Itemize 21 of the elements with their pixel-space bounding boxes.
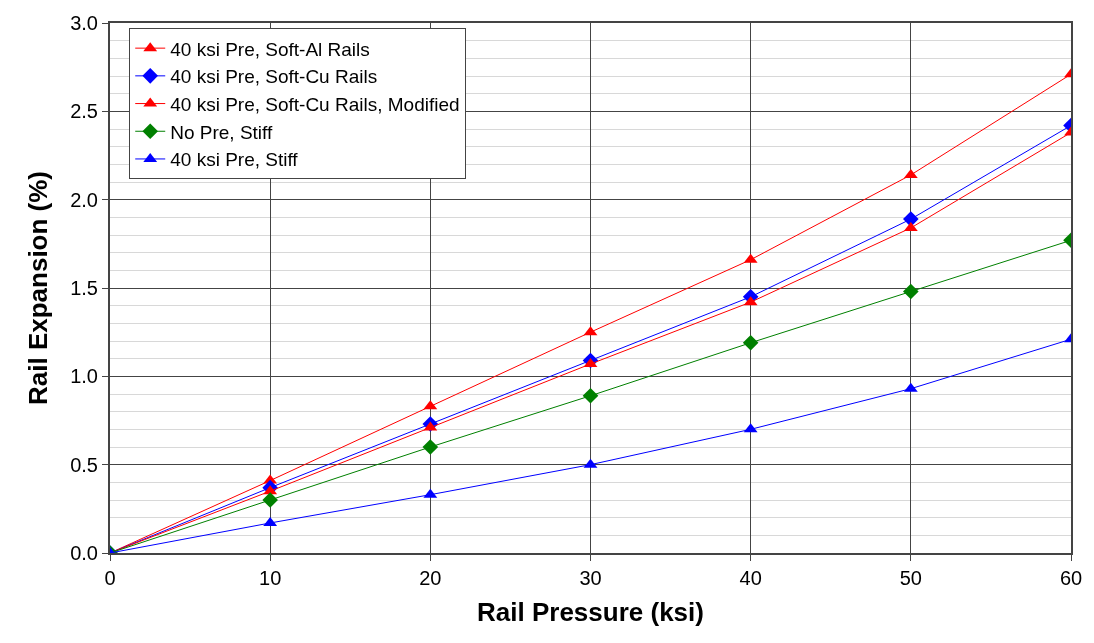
legend-label: 40 ksi Pre, Soft-Al Rails [170, 38, 370, 60]
y-tick-label: 2.0 [70, 188, 98, 211]
legend-label: 40 ksi Pre, Soft-Cu Rails [170, 66, 378, 88]
y-tick-label: 0.0 [70, 542, 98, 564]
y-tick-label: 2.5 [70, 100, 98, 123]
x-axis-title: Rail Pressure (ksi) [477, 597, 704, 628]
x-tick-label: 50 [899, 567, 922, 589]
x-tick-label: 0 [104, 567, 116, 589]
x-tick-label: 20 [419, 567, 442, 589]
x-tick-label: 60 [1059, 567, 1083, 589]
legend-label: 40 ksi Pre, Soft-Cu Rails, Modified [170, 93, 460, 115]
legend-label: No Pre, Stiff [170, 121, 274, 143]
y-tick-label: 1.5 [70, 277, 98, 299]
y-tick-label: 3.0 [70, 12, 98, 34]
legend-label: 40 ksi Pre, Stiff [170, 149, 299, 171]
x-tick-label: 30 [579, 567, 602, 589]
x-tick-label: 40 [739, 567, 762, 589]
x-tick-label: 10 [259, 567, 282, 589]
y-axis-title: Rail Expansion (%) [23, 170, 54, 406]
y-tick-label: 0.5 [70, 453, 98, 476]
y-tick-label: 1.0 [70, 365, 98, 388]
